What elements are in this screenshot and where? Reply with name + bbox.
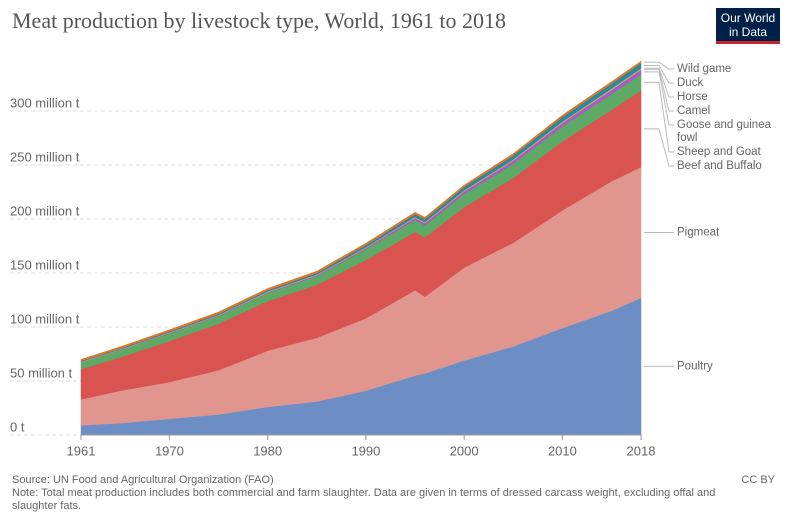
leader-line [644, 67, 674, 98]
y-tick-label: 150 million t [10, 257, 80, 272]
legend-label: Camel [677, 105, 710, 117]
y-tick-label: 50 million t [10, 365, 73, 380]
logo[interactable]: Our World in Data [716, 8, 780, 44]
x-tick-label: 2010 [548, 443, 577, 458]
logo-line: in Data [728, 25, 768, 39]
legend-label: Goose and guinea fowl [677, 119, 772, 144]
legend-label: Horse [677, 91, 708, 103]
x-tick-label: 1980 [253, 443, 282, 458]
y-tick-label: 0 t [10, 419, 25, 434]
legend-label: Duck [677, 77, 703, 89]
legend-label: Pigmeat [677, 227, 720, 239]
y-tick-label: 300 million t [10, 95, 80, 110]
leader-line [644, 61, 674, 70]
leader-line [644, 71, 674, 126]
legend-line: fowl [677, 132, 697, 144]
leader-line [644, 65, 674, 84]
logo-line: Our World [720, 11, 776, 25]
x-tick-label: 2000 [450, 443, 479, 458]
y-tick-label: 200 million t [10, 203, 80, 218]
note: Note: Total meat production includes bot… [12, 487, 716, 512]
x-tick-label: 1961 [67, 443, 96, 458]
y-tick-label: 250 million t [10, 149, 80, 164]
leader-line [644, 68, 674, 112]
area [80, 60, 642, 362]
leader-line [644, 81, 674, 153]
x-tick-label: 1990 [351, 443, 380, 458]
source: Source: UN Food and Agricultural Organiz… [12, 474, 274, 486]
license[interactable]: CC BY [741, 474, 775, 486]
leader-line [644, 128, 674, 167]
x-tick-label: 1970 [155, 443, 184, 458]
legend-line: Goose and guinea [677, 119, 772, 131]
legend-label: Beef and Buffalo [677, 160, 762, 172]
legend-label: Wild game [677, 63, 731, 75]
chart-title: Meat production by livestock type, World… [12, 8, 506, 33]
footer: Source: UN Food and Agricultural Organiz… [12, 474, 732, 513]
y-tick-label: 100 million t [10, 311, 80, 326]
x-tick-label: 2018 [627, 443, 656, 458]
legend-label: Sheep and Goat [677, 146, 762, 158]
legend-label: Poultry [677, 360, 713, 372]
